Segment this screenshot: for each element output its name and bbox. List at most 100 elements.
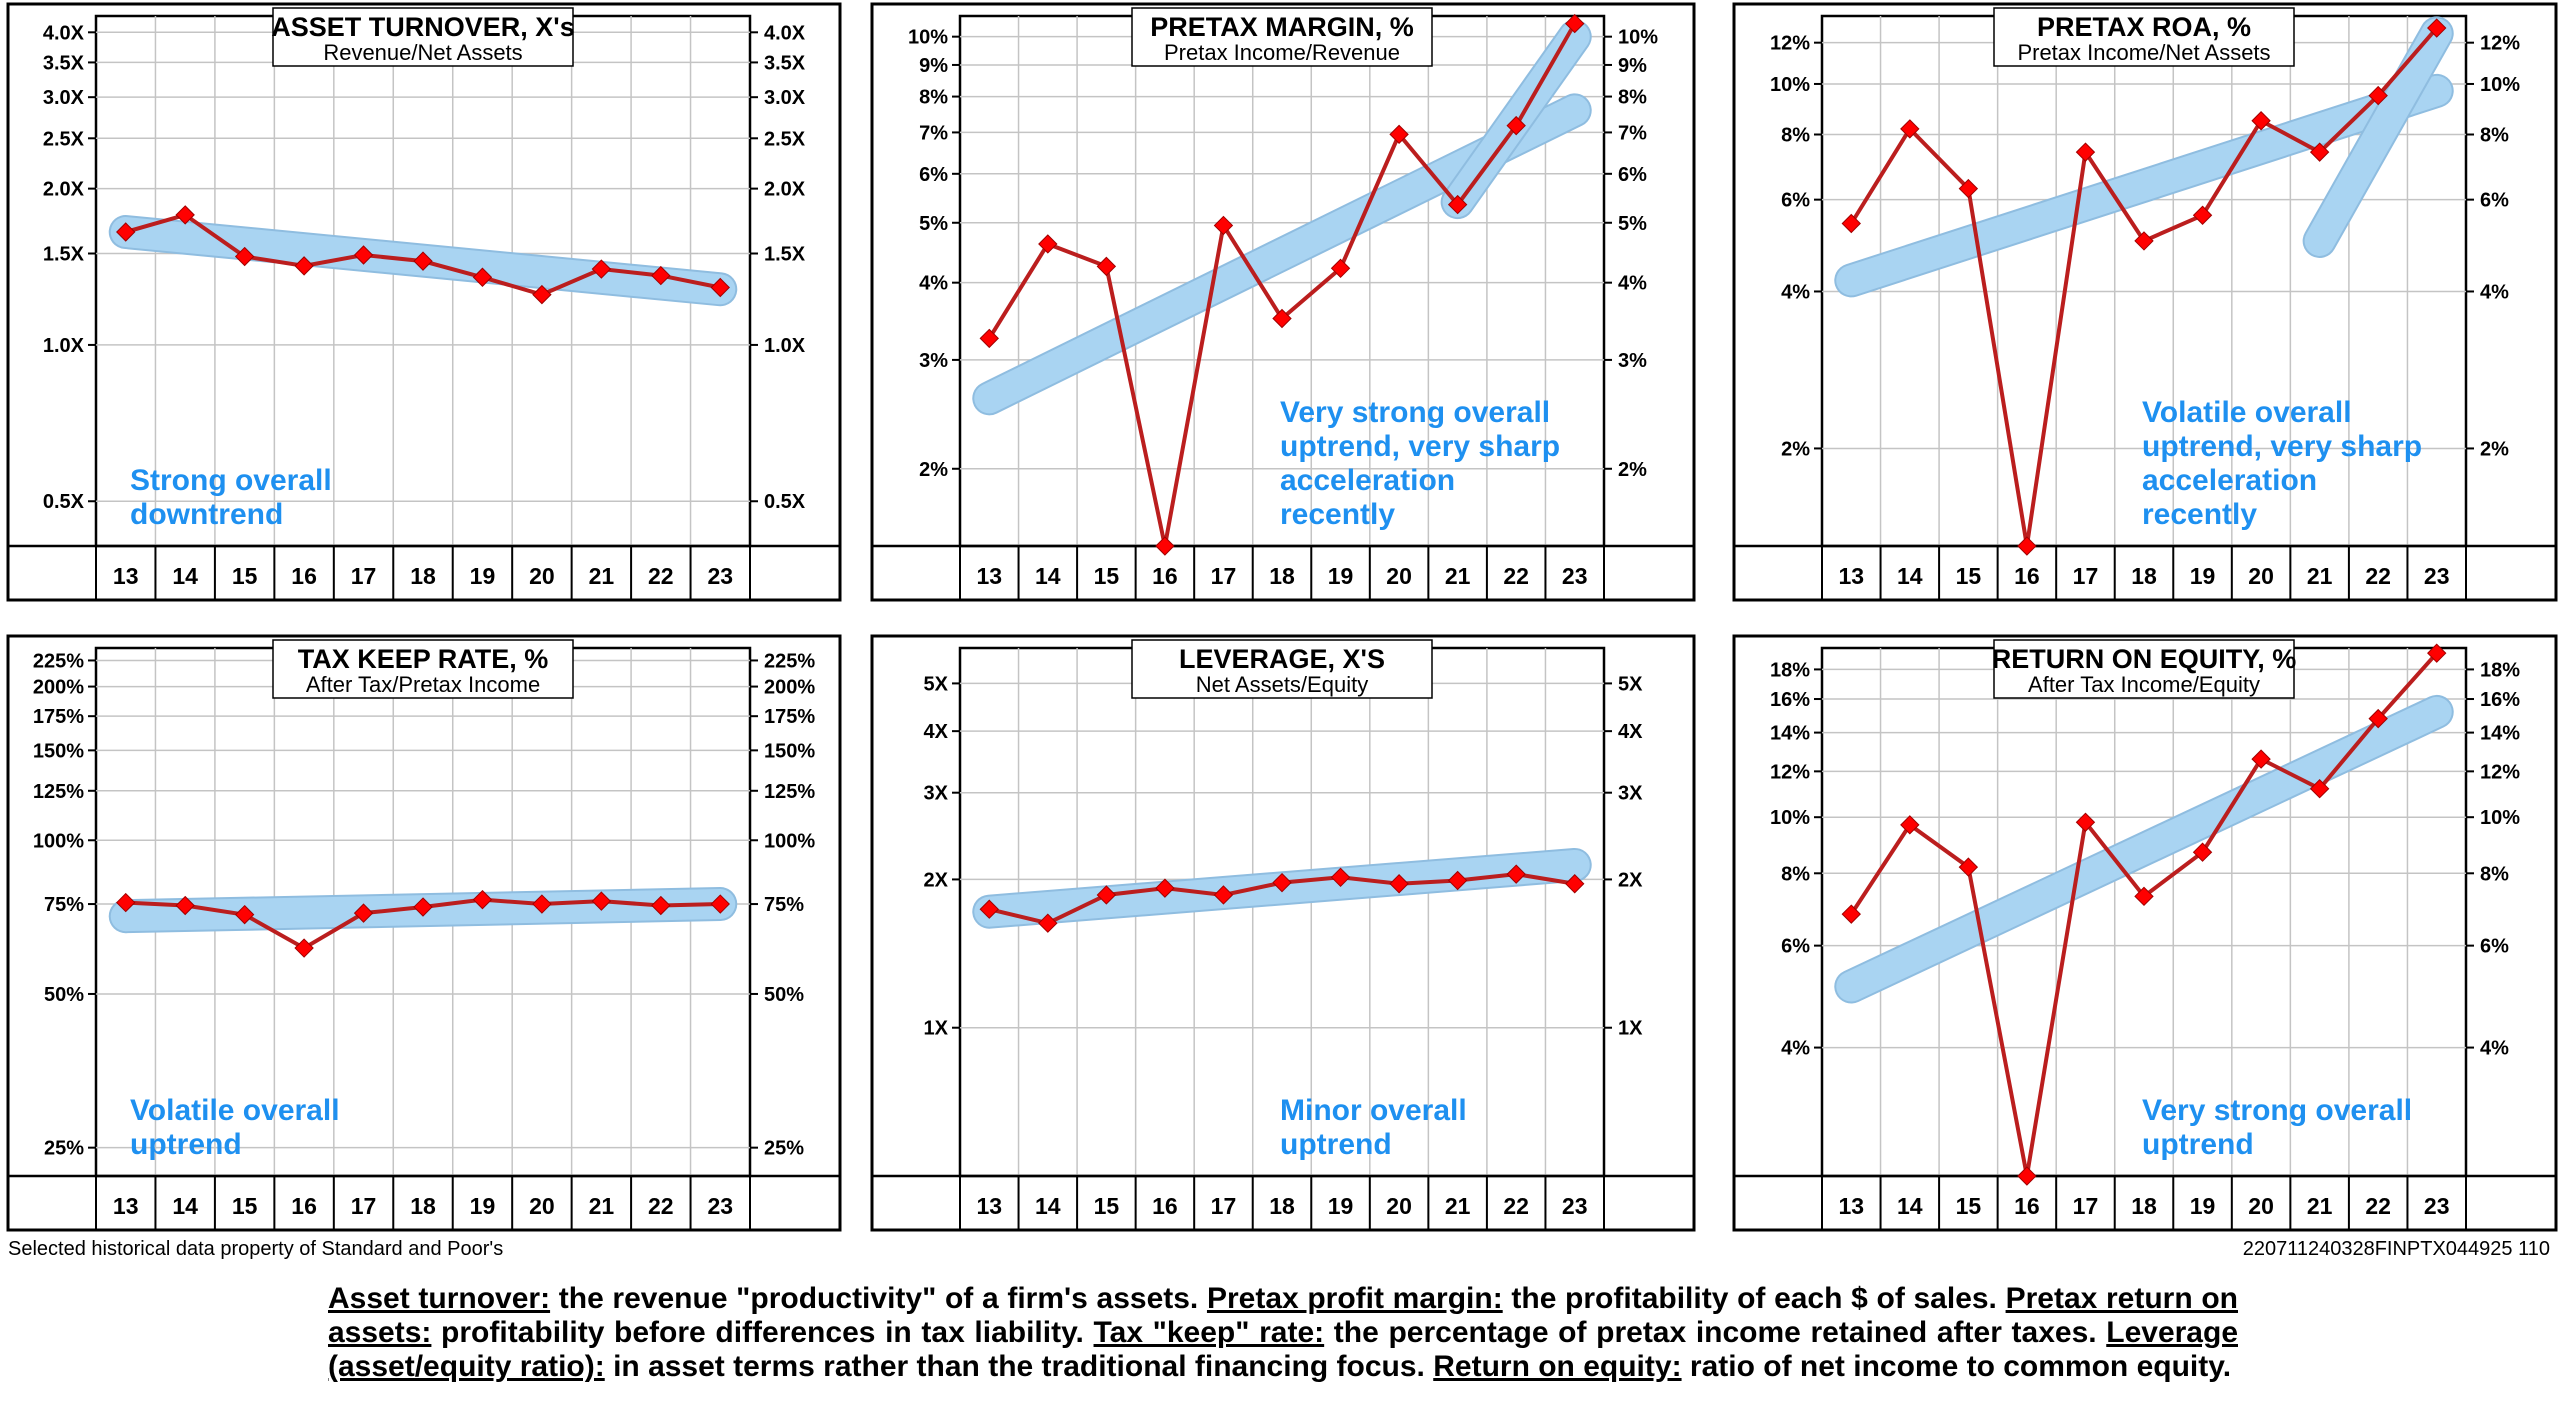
- y-tick-label-left: 125%: [33, 781, 84, 803]
- y-tick-label-left: 6%: [1781, 936, 1810, 958]
- y-tick-label-right: 175%: [764, 706, 815, 728]
- definition-term: Leverage (asset/equity ratio):: [328, 1316, 2238, 1383]
- data-point: [1389, 124, 1409, 145]
- data-point: [979, 899, 999, 919]
- trend-annotation: downtrend: [130, 498, 283, 531]
- x-tick-label: 15: [1094, 1193, 1120, 1219]
- data-point: [2427, 643, 2447, 663]
- chart-panel-3: 12% 12% 10% 10% 8% 8% 6% 6% 4% 4% 2% 2% 13 14 15 16 17 18…: [1732, 2, 2558, 602]
- data-point: [1447, 870, 1468, 891]
- y-tick-label-right: 150%: [764, 740, 815, 762]
- data-point: [1213, 885, 1234, 905]
- y-tick-label-right: 125%: [764, 781, 815, 803]
- trend-annotation: Volatile overall: [130, 1094, 340, 1127]
- y-tick-label-left: 3.0X: [43, 87, 85, 109]
- x-tick-label: 19: [470, 1193, 496, 1219]
- trend-band: [1836, 75, 2452, 296]
- y-tick-label-left: 150%: [33, 740, 84, 762]
- data-point: [353, 245, 374, 265]
- x-tick-label: 14: [1035, 563, 1061, 589]
- data-point: [532, 284, 552, 305]
- data-point: [1038, 913, 1058, 933]
- y-tick-label-left: 100%: [33, 830, 84, 852]
- title-box: [1131, 7, 1433, 67]
- x-tick-label: 16: [1152, 1193, 1178, 1219]
- y-tick-label-right: 12%: [2480, 33, 2520, 55]
- data-point: [1155, 878, 1175, 898]
- chart-title: ASSET TURNOVER, X's: [271, 12, 574, 42]
- data-point: [2309, 142, 2330, 162]
- data-point: [175, 895, 195, 916]
- x-tick-label: 13: [976, 563, 1002, 589]
- x-tick-label: 17: [1211, 563, 1237, 589]
- x-tick-label: 18: [1269, 1193, 1295, 1219]
- x-tick-label: 20: [529, 563, 555, 589]
- data-point: [1841, 904, 1861, 924]
- data-point: [1841, 213, 1861, 234]
- y-tick-label-right: 3.5X: [764, 52, 806, 74]
- x-tick-label: 14: [1897, 563, 1923, 589]
- y-tick-label-right: 8%: [1618, 87, 1647, 109]
- title-box: [1131, 639, 1433, 699]
- data-point: [116, 892, 136, 913]
- y-tick-label-left: 18%: [1770, 659, 1810, 681]
- x-tick-label: 22: [648, 563, 674, 589]
- definition-text: the revenue "productivity" of a firm's a…: [550, 1282, 1207, 1315]
- plot-area: [958, 14, 1606, 548]
- y-tick-label-right: 25%: [764, 1138, 804, 1160]
- y-tick-label-left: 10%: [1770, 74, 1810, 96]
- y-tick-label-right: 2%: [2480, 438, 2509, 460]
- x-tick-label: 17: [1211, 1193, 1237, 1219]
- data-point: [2075, 142, 2096, 162]
- x-tick-label: 20: [1386, 563, 1412, 589]
- x-tick-label: 19: [1328, 1193, 1354, 1219]
- trend-annotation: acceleration: [2142, 464, 2317, 497]
- chart-subtitle: Revenue/Net Assets: [323, 40, 522, 65]
- y-tick-label-left: 5%: [919, 213, 948, 235]
- y-tick-label-left: 4%: [1781, 1038, 1810, 1060]
- data-point: [710, 277, 730, 298]
- y-tick-label-right: 0.5X: [764, 491, 806, 513]
- x-tick-label: 13: [113, 563, 139, 589]
- data-point: [1038, 234, 1058, 254]
- metric-definitions: Asset turnover: the revenue "productivit…: [328, 1282, 2238, 1384]
- trend-annotation: uptrend: [2142, 1128, 2254, 1161]
- charts-canvas: 4.0X 4.0X 3.5X 3.5X 3.0X 3.0X 2.5X 2.5X 2.0X 2.0X…: [6, 2, 2558, 1232]
- source-credit: Selected historical data property of Sta…: [8, 1238, 504, 1260]
- x-tick-label: 19: [2190, 563, 2216, 589]
- y-tick-label-left: 9%: [919, 55, 948, 77]
- report-code: 220711240328FINPTX044925 110: [2242, 1238, 2550, 1260]
- y-tick-label-left: 4.0X: [43, 22, 85, 44]
- x-tick-label: 20: [529, 1193, 555, 1219]
- data-point: [234, 904, 255, 925]
- data-point: [294, 938, 314, 958]
- y-tick-label-left: 1.5X: [43, 243, 85, 265]
- y-tick-label-right: 9%: [1618, 55, 1647, 77]
- x-tick-label: 14: [172, 563, 198, 589]
- x-tick-label: 19: [470, 563, 496, 589]
- x-tick-label: 21: [589, 563, 615, 589]
- x-tick-label: 23: [1562, 1193, 1588, 1219]
- x-tick-label: 23: [2424, 1193, 2450, 1219]
- x-tick-label: 18: [1269, 563, 1295, 589]
- chart-panel-4: 225% 225% 200% 200% 175% 175% 150% 150% 125% 125%…: [6, 634, 842, 1232]
- y-tick-label-right: 4%: [2480, 281, 2509, 303]
- y-tick-label-left: 7%: [919, 122, 948, 144]
- y-tick-label-right: 6%: [2480, 190, 2509, 212]
- y-tick-label-right: 7%: [1618, 122, 1647, 144]
- x-tick-label: 18: [2131, 1193, 2157, 1219]
- x-tick-label: 23: [707, 563, 733, 589]
- x-tick-label: 18: [410, 1193, 436, 1219]
- y-tick-label-right: 3X: [1618, 783, 1643, 805]
- x-tick-label: 22: [1503, 1193, 1529, 1219]
- y-tick-label-right: 100%: [764, 830, 815, 852]
- x-tick-label: 21: [2307, 1193, 2333, 1219]
- data-point: [1330, 258, 1351, 279]
- trend-annotation: Minor overall: [1280, 1094, 1467, 1127]
- data-point: [2017, 536, 2037, 556]
- data-point: [1272, 308, 1292, 329]
- x-tick-label: 16: [2014, 563, 2040, 589]
- definition-term: Tax "keep" rate:: [1093, 1316, 1325, 1349]
- x-tick-label: 15: [1956, 1193, 1982, 1219]
- trend-annotation: Strong overall: [130, 464, 332, 497]
